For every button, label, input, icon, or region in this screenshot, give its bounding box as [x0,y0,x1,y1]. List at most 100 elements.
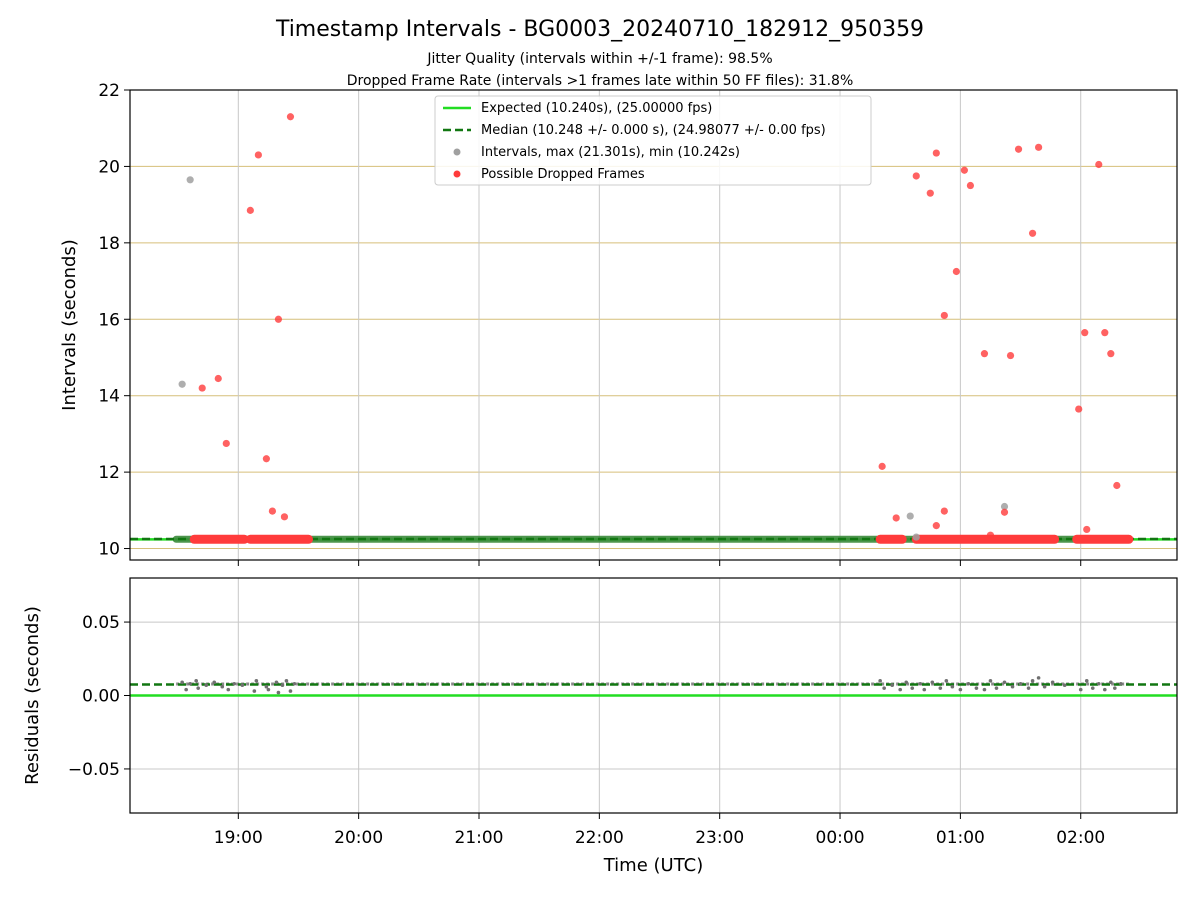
residual-point [212,680,217,685]
intervals-panel: 10 12 14 16 18 20 22 Intervals (seconds) [59,81,1178,566]
dropped-frame-point [1014,145,1023,153]
x-axis-label: Time (UTC) [603,855,704,876]
dropped-frame-point [912,172,920,180]
dropped-frame-point [960,166,968,174]
residual-point [194,679,198,683]
dropped-frame-point [262,455,270,463]
dropped-frame-point [1113,481,1121,490]
residual-point [922,687,927,692]
residual-point [1002,680,1007,685]
residual-point [958,687,963,692]
residual-point [1090,686,1095,690]
residual-point [184,687,188,692]
residual-point [1062,683,1067,688]
residual-point [1018,681,1023,686]
residual-point [1010,684,1015,689]
residual-point [982,687,987,692]
residual-point [878,679,882,683]
residual-point [276,690,281,695]
residual-point [910,686,915,690]
interval-point [906,512,914,520]
chart-title: Timestamp Intervals - BG0003_20240710_18… [275,17,924,42]
residual-point [220,684,225,689]
residual-point [1084,679,1089,683]
y-tick-label: −0.05 [68,760,120,780]
x-tick-label: 21:00 [455,828,504,848]
chart-subtitle-jitter: Jitter Quality (intervals within +/-1 fr… [426,51,772,67]
dropped-frame-point [1006,351,1015,360]
residual-point [1096,681,1101,686]
x-tick-label: 22:00 [575,828,624,848]
dropped-frame-point [1095,160,1103,169]
dropped-frame-point [926,189,934,197]
y-tick-label: 0.00 [82,687,120,707]
legend-intervals-swatch [453,148,461,156]
residual-point [280,683,285,688]
residual-point [950,684,955,689]
residual-point [966,681,971,686]
x-tick-label: 00:00 [816,828,865,848]
residual-point [904,680,909,685]
residual-point [274,680,279,685]
interval-point [912,533,920,541]
residual-point [180,680,184,685]
x-tick-label: 01:00 [936,828,985,848]
residual-point [288,689,293,693]
y-tick-label: 18 [98,234,120,254]
dropped-frame-point [986,531,995,539]
dropped-frame-point [246,206,254,214]
residual-point [240,683,245,688]
residual-point [264,684,269,689]
residual-point [938,686,943,690]
legend-box [434,95,872,186]
dropped-frame-point [940,311,948,320]
dropped-frame-point [1081,329,1089,337]
dropped-frame-point [1083,525,1091,534]
dropped-frame-point [222,439,230,448]
residuals-y-axis-label: Residuals (seconds) [22,606,43,785]
y-tick-label: 0.05 [82,613,120,633]
dropped-frame-point [1000,508,1009,516]
dropped-frame-point [966,181,975,190]
dropped-frame-point [932,149,940,157]
y-tick-label: 14 [98,387,120,407]
residual-point [1102,687,1107,692]
dropped-frame-point [280,513,289,521]
dropped-frame-point [214,374,222,383]
dropped-frame-point [1101,329,1109,337]
intervals-y-axis-label: Intervals (seconds) [59,239,80,411]
residual-point [898,687,903,692]
y-tick-label: 16 [98,310,120,330]
residual-point [1050,680,1055,685]
x-tick-label: 20:00 [334,828,383,848]
residual-point [188,681,192,686]
y-tick-label: 22 [98,81,120,101]
dropped-frame-point [892,514,900,522]
interval-point [186,176,194,184]
residual-point [196,686,200,690]
chart-subtitle-dropped: Dropped Frame Rate (intervals >1 frames … [347,73,854,89]
residual-point [1042,684,1047,689]
dropped-frame-point [932,522,940,530]
x-tick-label: 02:00 [1056,828,1105,848]
y-tick-label: 10 [98,540,120,560]
residual-point [1036,676,1041,680]
residual-point [882,686,886,690]
dropped-frame-point [1107,350,1115,358]
residual-point [930,680,935,685]
legend-label-median: Median (10.248 +/- 0.000 s), (24.98077 +… [481,123,826,138]
residual-point [254,679,259,683]
intervals-axes-frame [129,89,1178,561]
legend-label-intervals: Intervals, max (21.301s), min (10.242s) [481,145,740,160]
residual-point [284,679,289,683]
legend-dropped-swatch [453,170,461,178]
residual-point [266,687,271,692]
dropped-frame-point [274,315,283,323]
residual-point [226,687,231,692]
residual-point [252,689,257,693]
dropped-frame-point [878,462,886,470]
residual-point [1026,686,1031,690]
interval-point [1000,502,1009,511]
dropped-frame-point [198,384,206,392]
